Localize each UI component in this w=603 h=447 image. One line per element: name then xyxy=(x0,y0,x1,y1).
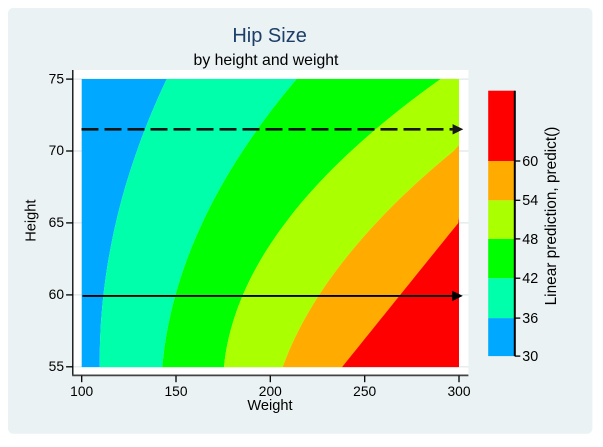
svg-text:70: 70 xyxy=(49,143,65,158)
svg-text:60: 60 xyxy=(522,154,538,170)
svg-text:55: 55 xyxy=(49,359,65,374)
svg-text:250: 250 xyxy=(353,384,376,399)
svg-text:Hip Size: Hip Size xyxy=(232,25,306,47)
svg-text:42: 42 xyxy=(522,271,538,287)
svg-text:Height: Height xyxy=(23,200,39,242)
svg-text:54: 54 xyxy=(522,193,538,209)
svg-text:75: 75 xyxy=(49,71,65,86)
svg-text:36: 36 xyxy=(522,311,538,327)
svg-text:by height and weight: by height and weight xyxy=(194,52,340,69)
svg-text:Weight: Weight xyxy=(247,398,292,414)
svg-text:100: 100 xyxy=(70,384,93,399)
svg-text:30: 30 xyxy=(522,349,538,365)
svg-text:300: 300 xyxy=(447,384,470,399)
svg-text:48: 48 xyxy=(522,232,538,248)
svg-text:65: 65 xyxy=(49,215,65,230)
svg-text:60: 60 xyxy=(49,287,65,302)
svg-text:Linear prediction, predict(): Linear prediction, predict() xyxy=(543,127,560,306)
svg-text:200: 200 xyxy=(259,384,282,399)
svg-text:150: 150 xyxy=(164,384,187,399)
